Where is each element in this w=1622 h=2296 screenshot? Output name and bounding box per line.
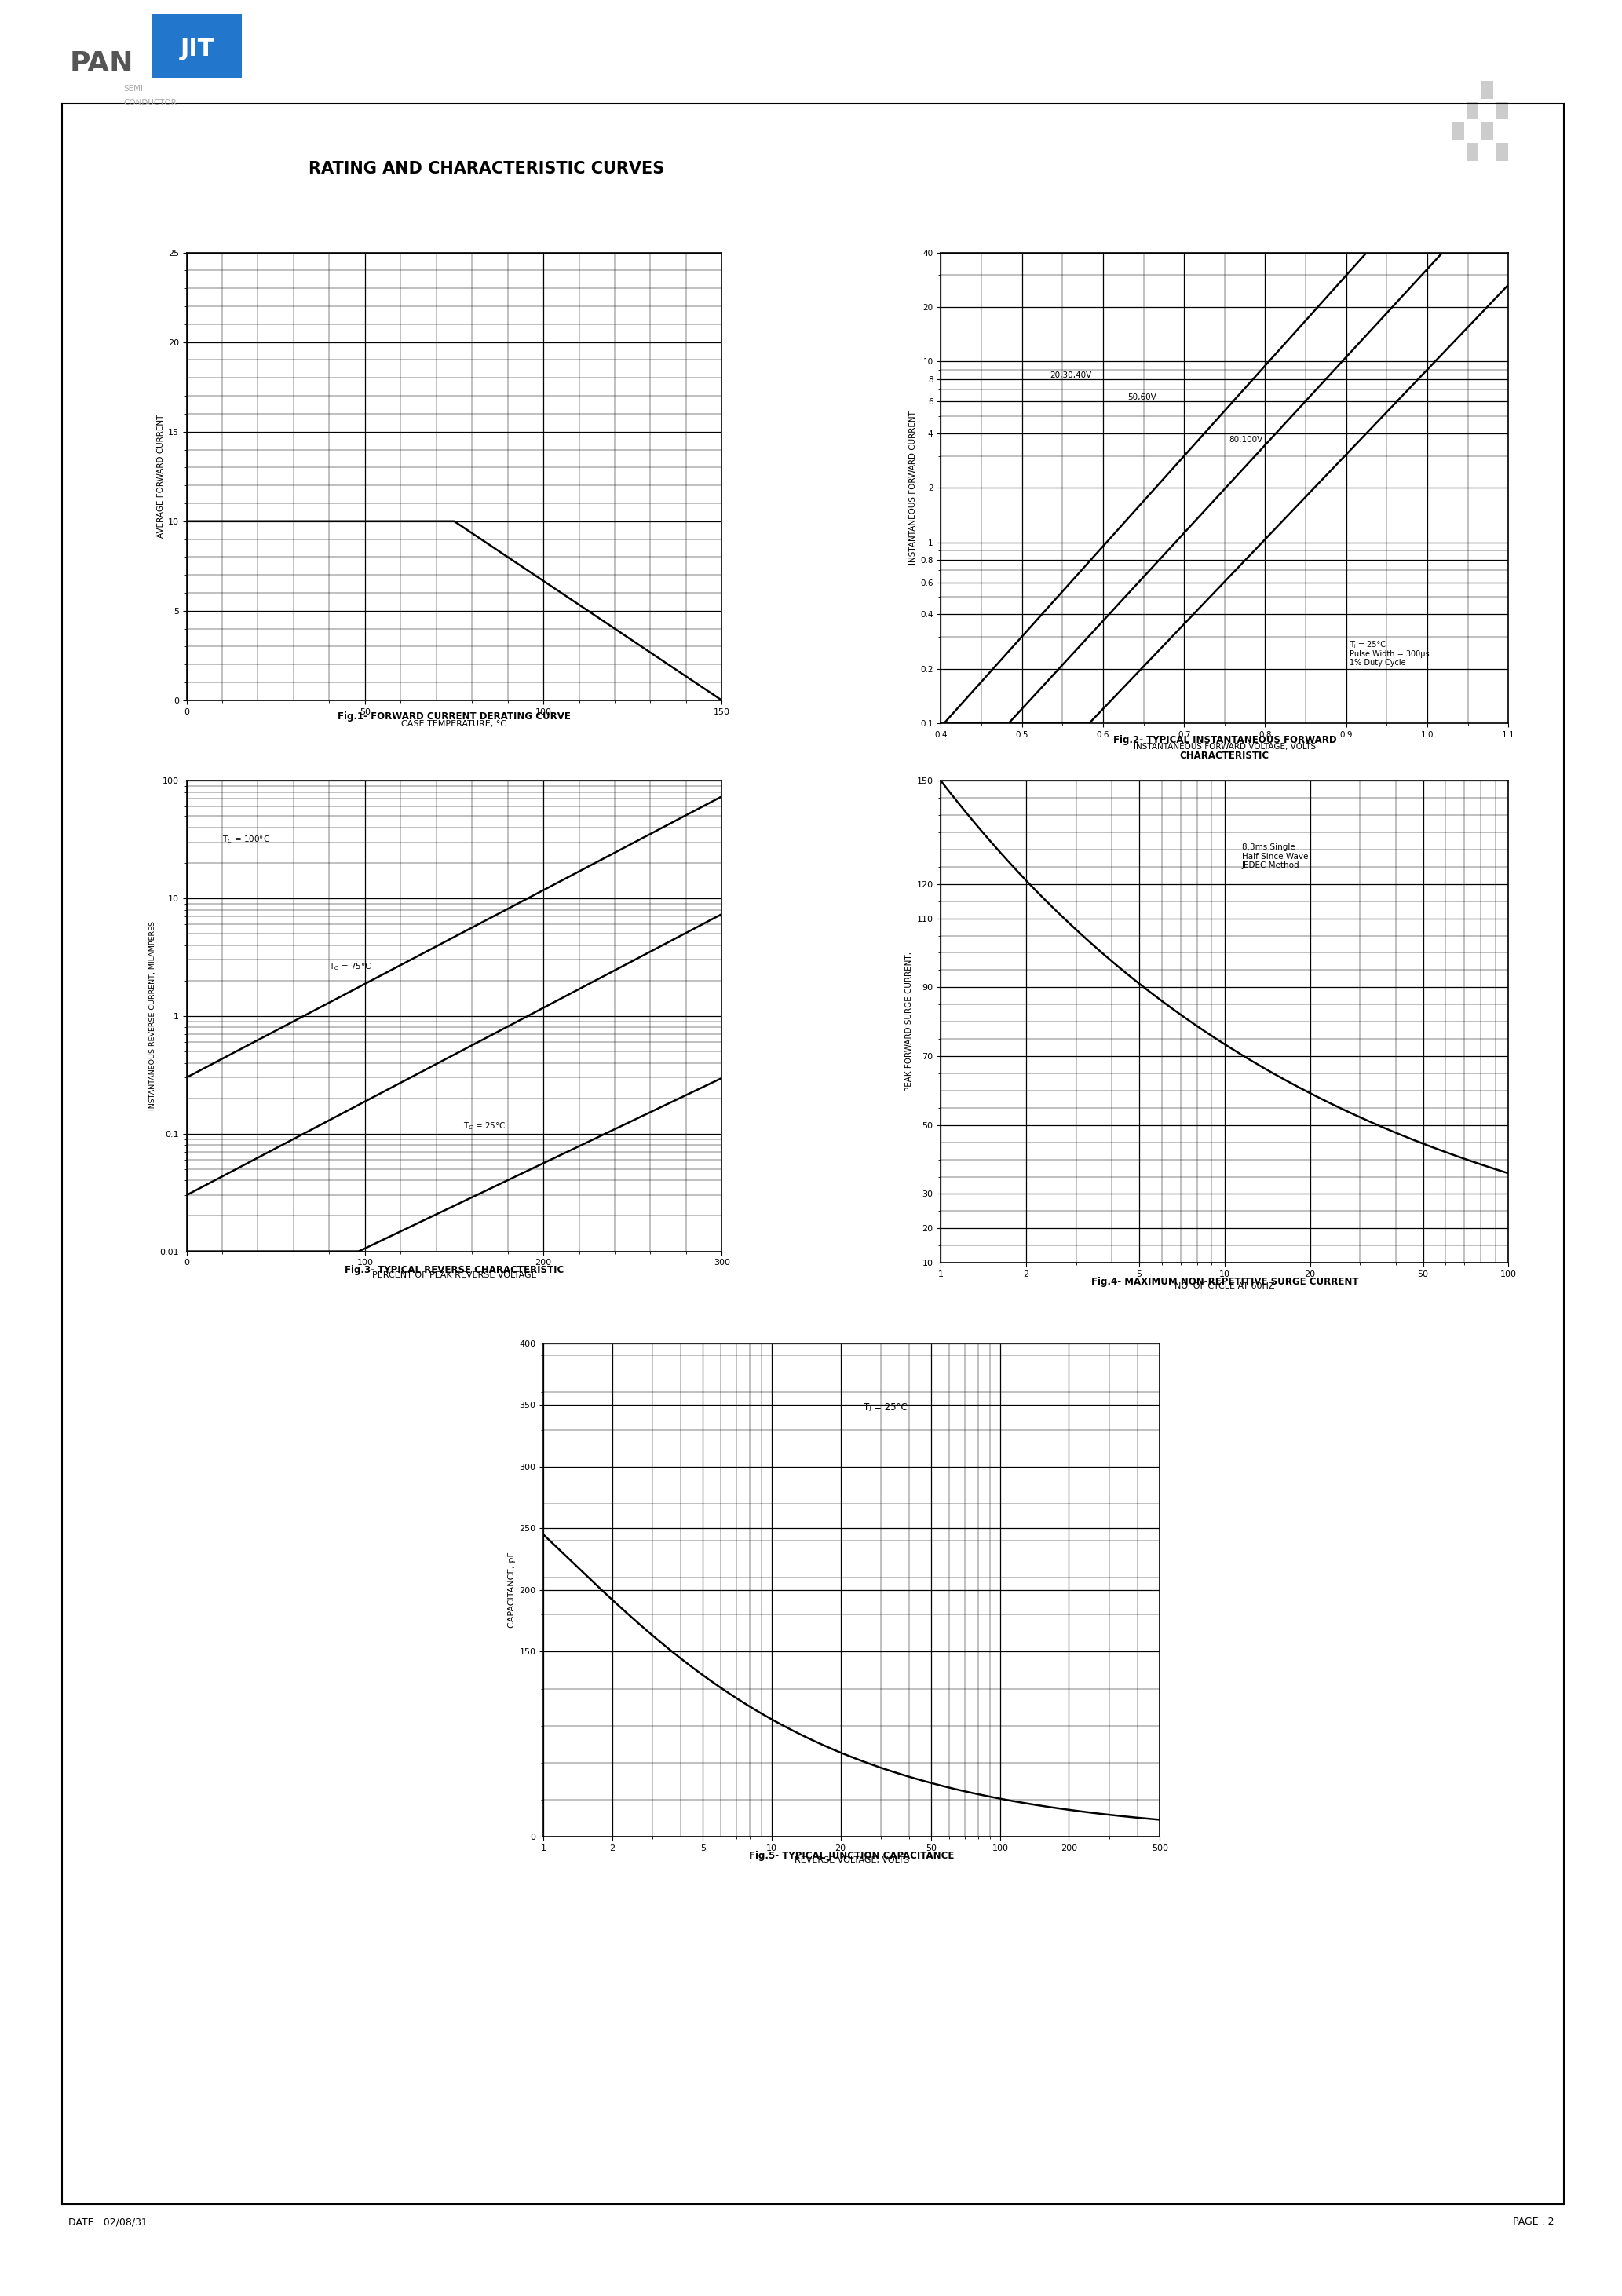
Text: RATING AND CHARACTERISTIC CURVES: RATING AND CHARACTERISTIC CURVES [308, 161, 663, 177]
Y-axis label: CAPACITANCE, pF: CAPACITANCE, pF [508, 1552, 516, 1628]
X-axis label: PERCENT OF PEAK REVERSE VOLTAGE: PERCENT OF PEAK REVERSE VOLTAGE [371, 1272, 537, 1279]
Text: 50,60V: 50,60V [1127, 393, 1156, 402]
Text: T$_C$ = 25°C: T$_C$ = 25°C [464, 1120, 506, 1132]
Text: PAN: PAN [70, 51, 133, 78]
Text: 20,30,40V: 20,30,40V [1051, 372, 1092, 379]
Text: Fig.5- TYPICAL JUNCTION CAPACITANCE: Fig.5- TYPICAL JUNCTION CAPACITANCE [749, 1851, 954, 1860]
Text: T$_C$ = 75°C: T$_C$ = 75°C [329, 962, 371, 971]
Text: SEMI: SEMI [123, 85, 143, 92]
Text: CHARACTERISTIC: CHARACTERISTIC [1179, 751, 1270, 760]
Text: Fig.1- FORWARD CURRENT DERATING CURVE: Fig.1- FORWARD CURRENT DERATING CURVE [337, 712, 571, 721]
Text: PAGE . 2: PAGE . 2 [1513, 2218, 1554, 2227]
Text: 80,100V: 80,100V [1229, 436, 1262, 443]
Y-axis label: AVERAGE FORWARD CURRENT: AVERAGE FORWARD CURRENT [157, 416, 164, 537]
Text: Tⱼ = 25°C
Pulse Width = 300μs
1% Duty Cycle: Tⱼ = 25°C Pulse Width = 300μs 1% Duty Cy… [1350, 641, 1429, 666]
Y-axis label: INSTANTANEOUS FORWARD CURRENT: INSTANTANEOUS FORWARD CURRENT [908, 411, 916, 565]
Text: CONDUCTOR: CONDUCTOR [123, 99, 177, 106]
Text: JIT: JIT [180, 37, 214, 60]
Text: Fig.4- MAXIMUM NON-REPETITIVE SURGE CURRENT: Fig.4- MAXIMUM NON-REPETITIVE SURGE CURR… [1092, 1277, 1358, 1286]
Text: 8.3ms Single
Half Since-Wave
JEDEC Method: 8.3ms Single Half Since-Wave JEDEC Metho… [1242, 843, 1307, 870]
Text: Tⱼ = 25°C: Tⱼ = 25°C [865, 1403, 908, 1412]
Y-axis label: PEAK FORWARD SURGE CURRENT,: PEAK FORWARD SURGE CURRENT, [905, 953, 913, 1091]
Text: DATE : 02/08/31: DATE : 02/08/31 [68, 2218, 148, 2227]
X-axis label: REVERSE VOLTAGE, VOLTS: REVERSE VOLTAGE, VOLTS [795, 1857, 908, 1864]
Text: Fig.3- TYPICAL REVERSE CHARACTERISTIC: Fig.3- TYPICAL REVERSE CHARACTERISTIC [344, 1265, 564, 1274]
X-axis label: CASE TEMPERATURE, °C: CASE TEMPERATURE, °C [402, 721, 506, 728]
Text: Fig.2- TYPICAL INSTANTANEOUS FORWARD: Fig.2- TYPICAL INSTANTANEOUS FORWARD [1113, 735, 1337, 744]
Y-axis label: INSTANTANEOUS REVERSE CURRENT, MILAMPERES: INSTANTANEOUS REVERSE CURRENT, MILAMPERE… [149, 921, 156, 1111]
X-axis label: INSTANTANEOUS FORWARD VOLTAGE, VOLTS: INSTANTANEOUS FORWARD VOLTAGE, VOLTS [1134, 744, 1315, 751]
Text: T$_C$ = 100°C: T$_C$ = 100°C [222, 833, 269, 845]
X-axis label: NO. OF CYCLE AT 60HZ: NO. OF CYCLE AT 60HZ [1174, 1283, 1275, 1290]
